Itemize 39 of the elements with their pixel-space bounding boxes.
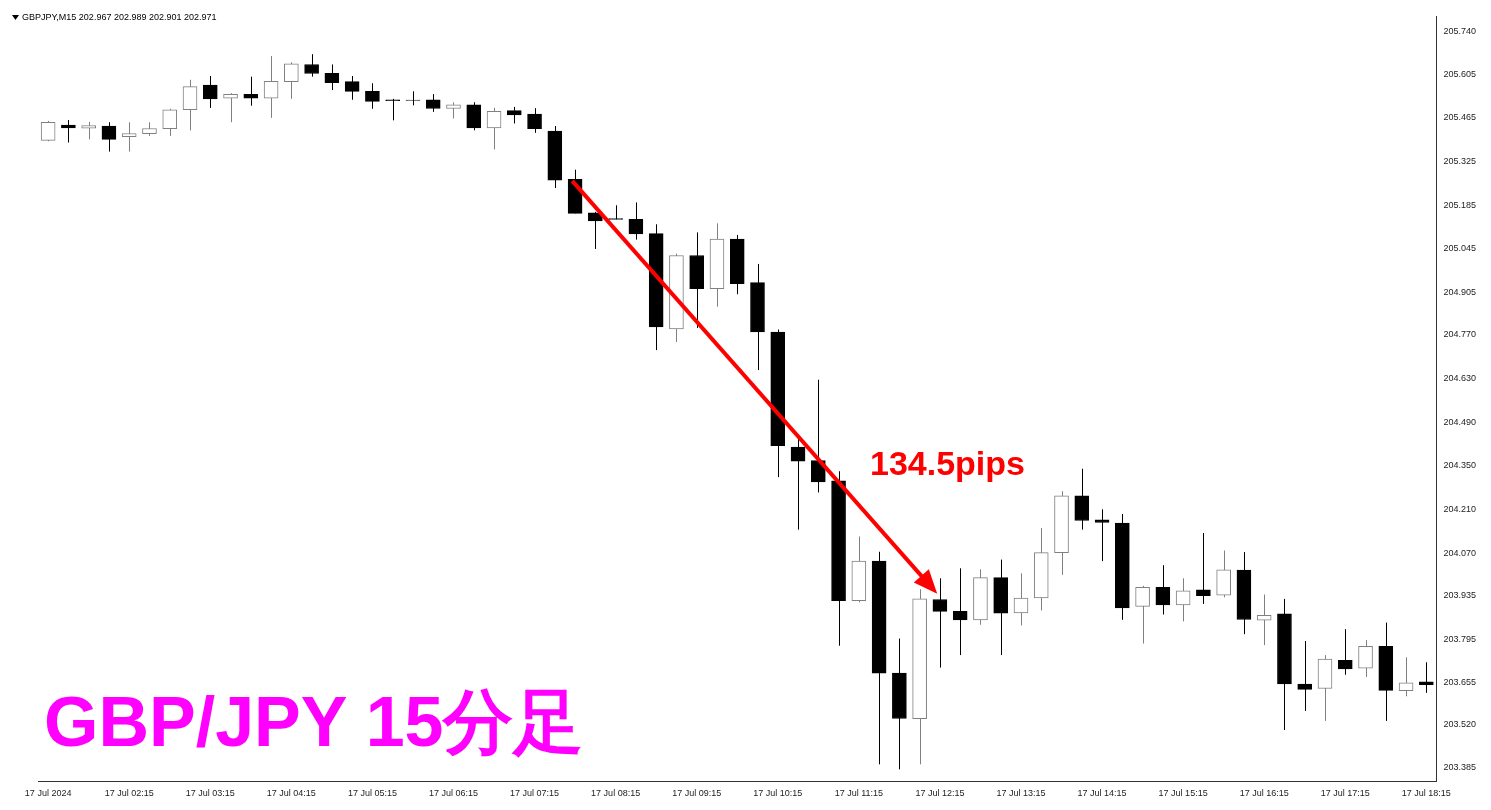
x-tick-label: 17 Jul 16:15 [1239,788,1289,799]
x-tick-label: 17 Jul 10:15 [753,788,803,799]
y-tick-label: 205.465 [1443,112,1477,123]
y-tick-label: 205.605 [1443,68,1477,79]
y-tick-label: 203.655 [1443,677,1477,688]
x-tick-label: 17 Jul 14:15 [1077,788,1127,799]
x-tick-label: 17 Jul 11:15 [834,788,884,799]
x-tick-label: 17 Jul 09:15 [672,788,722,799]
x-tick-label: 17 Jul 17:15 [1320,788,1370,799]
x-tick-label: 17 Jul 06:15 [428,788,479,799]
y-tick-label: 204.210 [1443,504,1477,515]
y-tick-label: 203.935 [1443,589,1477,600]
y-tick-label: 205.740 [1443,26,1477,37]
y-tick-label: 205.325 [1443,156,1477,167]
x-tick-label: 17 Jul 04:15 [266,788,316,799]
y-tick-label: 204.630 [1443,372,1477,383]
x-tick-label: 17 Jul 02:15 [104,788,154,799]
x-tick-label: 17 Jul 07:15 [510,788,560,799]
x-tick-label: 17 Jul 05:15 [347,788,397,799]
x-tick-label: 17 Jul 13:15 [996,788,1046,799]
y-tick-label: 205.045 [1443,243,1477,254]
y-tick-label: 203.795 [1443,633,1477,644]
text: GBP/JPY 15分足 [44,682,584,763]
y-tick-label: 204.905 [1443,287,1477,298]
x-tick-label: 17 Jul 08:15 [591,788,641,799]
annotation: GBPJPY,M15 202.967 202.989 202.901 202.971 [22,12,217,22]
x-tick-label: 17 Jul 18:15 [1401,788,1451,799]
x-tick-label: 17 Jul 15:15 [1158,788,1208,799]
y-tick-label: 205.185 [1443,199,1477,210]
y-tick-label: 204.350 [1443,460,1477,471]
y-tick-label: 204.070 [1443,547,1477,558]
y-tick-label: 203.385 [1443,761,1477,772]
x-tick-label: 17 Jul 12:15 [915,788,965,799]
x-tick-label: 17 Jul 03:15 [185,788,235,799]
y-tick-label: 203.520 [1443,719,1477,730]
y-tick-label: 204.770 [1443,329,1477,340]
annotation: 134.5pips [870,444,1025,483]
x-tick-label: 17 Jul 2024 [24,788,72,799]
y-tick-label: 204.490 [1443,416,1477,427]
